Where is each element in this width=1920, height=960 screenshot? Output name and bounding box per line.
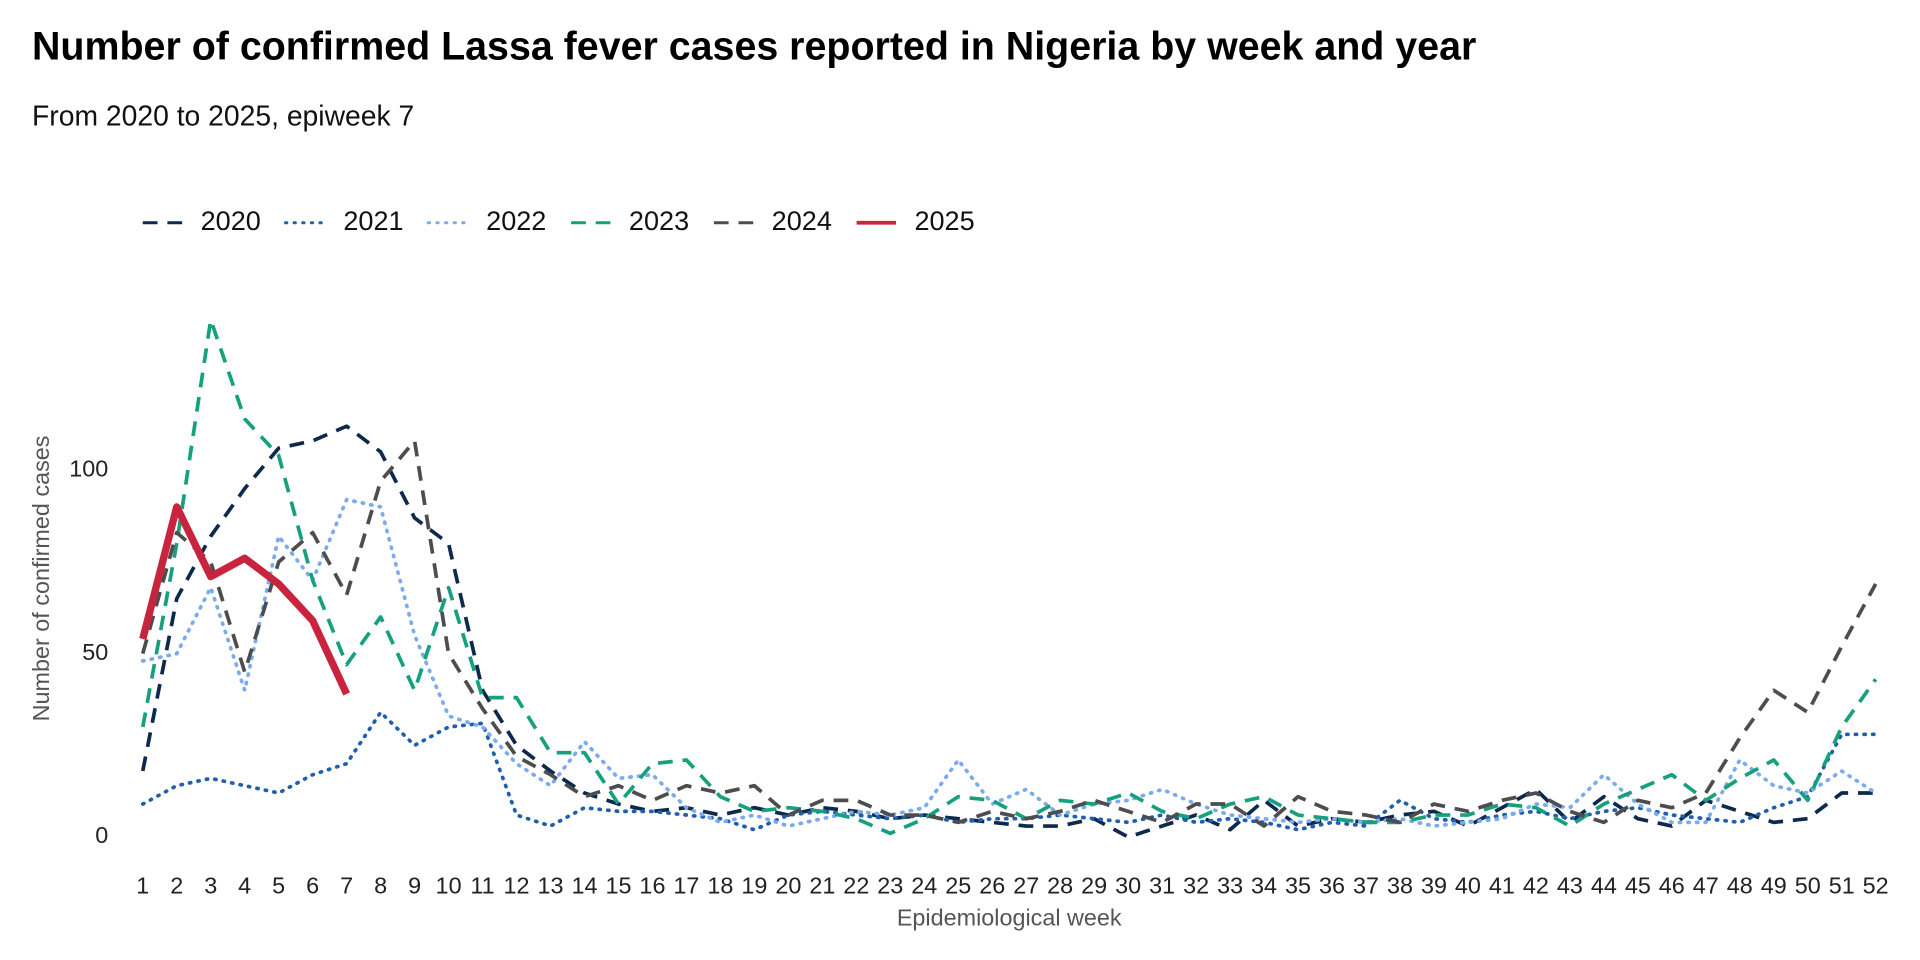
chart-title: Number of confirmed Lassa fever cases re… (32, 25, 1476, 69)
x-tick-label: 47 (1693, 873, 1719, 899)
x-tick-label: 24 (911, 873, 937, 899)
x-tick-label: 26 (979, 873, 1005, 899)
x-tick-label: 29 (1081, 873, 1107, 899)
x-tick-label: 40 (1455, 873, 1481, 899)
x-tick-label: 35 (1285, 873, 1311, 899)
x-tick-label: 50 (1795, 873, 1821, 899)
x-tick-label: 43 (1557, 873, 1583, 899)
x-tick-label: 14 (571, 873, 597, 899)
x-tick-label: 34 (1251, 873, 1277, 899)
series-line (140, 497, 1878, 828)
x-tick-label: 13 (538, 873, 564, 899)
series-line (139, 503, 350, 696)
x-tick-label: 2 (170, 873, 183, 899)
x-tick-label: 38 (1387, 873, 1413, 899)
x-tick-label: 31 (1149, 873, 1175, 899)
x-tick-label: 19 (741, 873, 767, 899)
y-tick-label: 0 (95, 822, 108, 848)
x-tick-label: 7 (340, 873, 353, 899)
legend-label: 2022 (486, 205, 546, 236)
x-tick-label: 5 (272, 873, 285, 899)
x-tick-label: 10 (436, 873, 462, 899)
x-tick-label: 20 (775, 873, 801, 899)
x-tick-label: 4 (238, 873, 251, 899)
chart-subtitle: From 2020 to 2025, epiweek 7 (32, 100, 414, 132)
x-tick-label: 32 (1183, 873, 1209, 899)
legend-label: 2020 (201, 205, 261, 236)
series-line (140, 424, 1876, 839)
x-tick-label: 25 (945, 873, 971, 899)
x-tick-label: 12 (504, 873, 530, 899)
series-line (140, 439, 1878, 828)
x-tick-label: 52 (1863, 873, 1889, 899)
x-axis-label: Epidemiological week (897, 905, 1122, 931)
legend-label: 2025 (914, 205, 974, 236)
x-tick-label: 48 (1727, 873, 1753, 899)
x-tick-label: 15 (605, 873, 631, 899)
x-tick-label: 41 (1489, 873, 1515, 899)
series-line (140, 710, 1878, 832)
x-tick-label: 46 (1659, 873, 1685, 899)
x-tick-label: 51 (1829, 873, 1855, 899)
y-tick-label: 50 (82, 639, 108, 665)
x-tick-label: 42 (1523, 873, 1549, 899)
x-tick-label: 3 (204, 873, 217, 899)
x-tick-label: 17 (673, 873, 699, 899)
x-tick-label: 37 (1353, 873, 1379, 899)
x-tick-label: 9 (408, 873, 421, 899)
x-tick-label: 30 (1115, 873, 1141, 899)
x-tick-label: 45 (1625, 873, 1651, 899)
x-tick-label: 16 (639, 873, 665, 899)
x-tick-label: 49 (1761, 873, 1787, 899)
x-tick-label: 39 (1421, 873, 1447, 899)
x-tick-label: 44 (1591, 873, 1617, 899)
legend-label: 2024 (772, 205, 832, 236)
x-tick-label: 11 (470, 873, 494, 899)
x-tick-label: 36 (1319, 873, 1345, 899)
y-tick-label: 100 (69, 455, 108, 481)
x-tick-label: 18 (707, 873, 733, 899)
legend-label: 2023 (629, 205, 689, 236)
series-line (140, 317, 1878, 836)
legend-label: 2021 (343, 205, 403, 236)
x-tick-label: 28 (1047, 873, 1073, 899)
x-tick-label: 8 (374, 873, 387, 899)
x-tick-label: 23 (877, 873, 903, 899)
x-tick-label: 6 (306, 873, 319, 899)
x-tick-label: 1 (136, 873, 149, 899)
x-tick-label: 27 (1013, 873, 1039, 899)
x-tick-label: 33 (1217, 873, 1243, 899)
x-tick-label: 21 (809, 873, 835, 899)
x-tick-label: 22 (843, 873, 869, 899)
y-axis-label: Number of confirmed cases (28, 436, 54, 722)
